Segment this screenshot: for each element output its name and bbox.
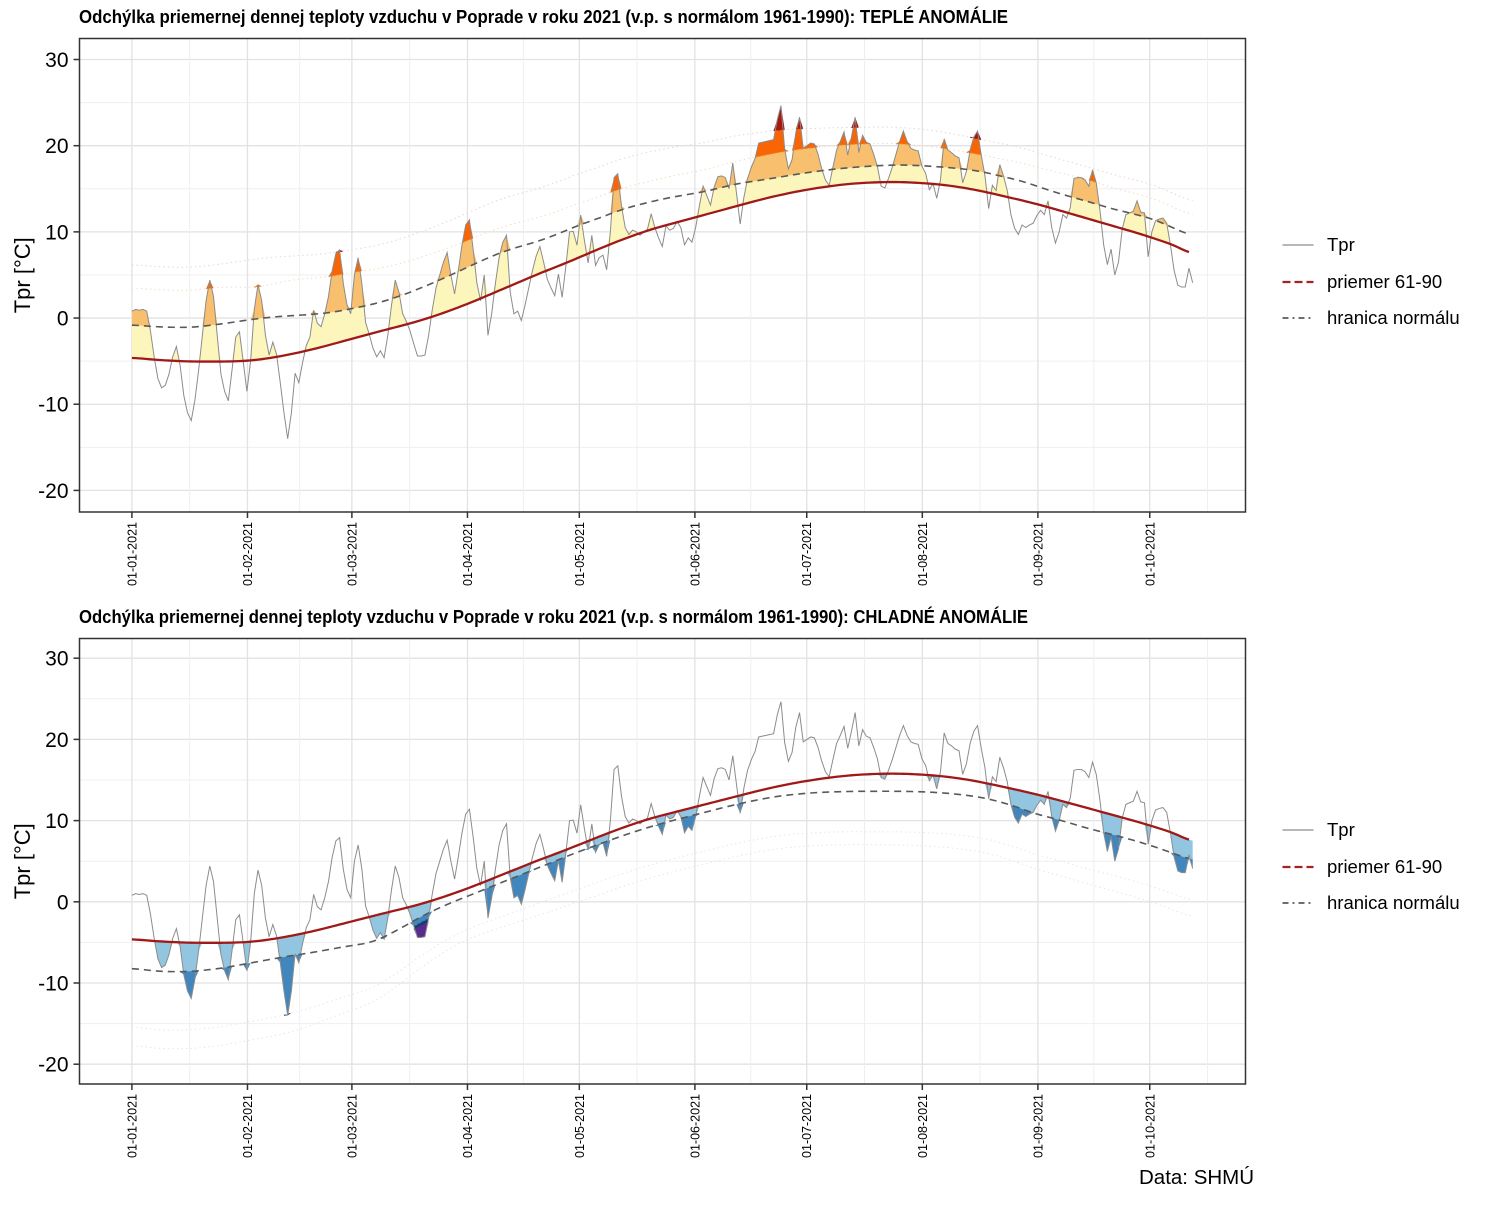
svg-text:hranica normálu: hranica normálu xyxy=(1327,892,1460,913)
svg-text:priemer 61-90: priemer 61-90 xyxy=(1327,856,1442,877)
svg-text:10: 10 xyxy=(45,810,68,833)
svg-text:priemer 61-90: priemer 61-90 xyxy=(1327,271,1442,292)
svg-text:01-09-2021: 01-09-2021 xyxy=(1031,522,1045,586)
svg-text:01-09-2021: 01-09-2021 xyxy=(1031,1094,1045,1158)
svg-text:01-02-2021: 01-02-2021 xyxy=(241,1094,255,1158)
svg-text:-20: -20 xyxy=(38,480,68,503)
svg-text:20: 20 xyxy=(45,729,68,752)
svg-text:01-03-2021: 01-03-2021 xyxy=(345,522,359,586)
svg-text:01-10-2021: 01-10-2021 xyxy=(1143,522,1157,586)
svg-text:Odchýlka priemernej dennej tep: Odchýlka priemernej dennej teploty vzduc… xyxy=(79,6,1008,27)
svg-text:01-10-2021: 01-10-2021 xyxy=(1143,1094,1157,1158)
svg-text:0: 0 xyxy=(57,308,69,331)
svg-text:01-05-2021: 01-05-2021 xyxy=(573,522,587,586)
svg-text:Tpr: Tpr xyxy=(1327,819,1355,840)
svg-text:Tpr [°C]: Tpr [°C] xyxy=(10,237,35,313)
svg-text:10: 10 xyxy=(45,221,68,244)
svg-text:-20: -20 xyxy=(38,1054,68,1077)
svg-text:01-06-2021: 01-06-2021 xyxy=(688,522,702,586)
svg-text:01-07-2021: 01-07-2021 xyxy=(800,522,814,586)
svg-text:Tpr: Tpr xyxy=(1327,234,1355,255)
svg-text:Data: SHMÚ: Data: SHMÚ xyxy=(1139,1166,1254,1189)
svg-text:01-01-2021: 01-01-2021 xyxy=(125,1094,139,1158)
svg-text:01-05-2021: 01-05-2021 xyxy=(573,1094,587,1158)
svg-text:01-01-2021: 01-01-2021 xyxy=(125,522,139,586)
svg-text:01-08-2021: 01-08-2021 xyxy=(916,1094,930,1158)
svg-text:01-07-2021: 01-07-2021 xyxy=(800,1094,814,1158)
svg-text:hranica normálu: hranica normálu xyxy=(1327,307,1460,328)
svg-text:01-04-2021: 01-04-2021 xyxy=(461,522,475,586)
svg-text:-10: -10 xyxy=(38,973,68,996)
svg-text:01-02-2021: 01-02-2021 xyxy=(241,522,255,586)
svg-text:01-08-2021: 01-08-2021 xyxy=(916,522,930,586)
svg-text:01-03-2021: 01-03-2021 xyxy=(345,1094,359,1158)
svg-text:01-06-2021: 01-06-2021 xyxy=(688,1094,702,1158)
svg-text:Odchýlka priemernej dennej tep: Odchýlka priemernej dennej teploty vzduc… xyxy=(79,606,1028,627)
svg-text:0: 0 xyxy=(57,891,69,914)
svg-text:20: 20 xyxy=(45,135,68,158)
svg-text:-10: -10 xyxy=(38,394,68,417)
svg-text:30: 30 xyxy=(45,49,68,72)
svg-text:01-04-2021: 01-04-2021 xyxy=(461,1094,475,1158)
svg-text:Tpr [°C]: Tpr [°C] xyxy=(10,823,35,899)
svg-text:30: 30 xyxy=(45,648,68,671)
